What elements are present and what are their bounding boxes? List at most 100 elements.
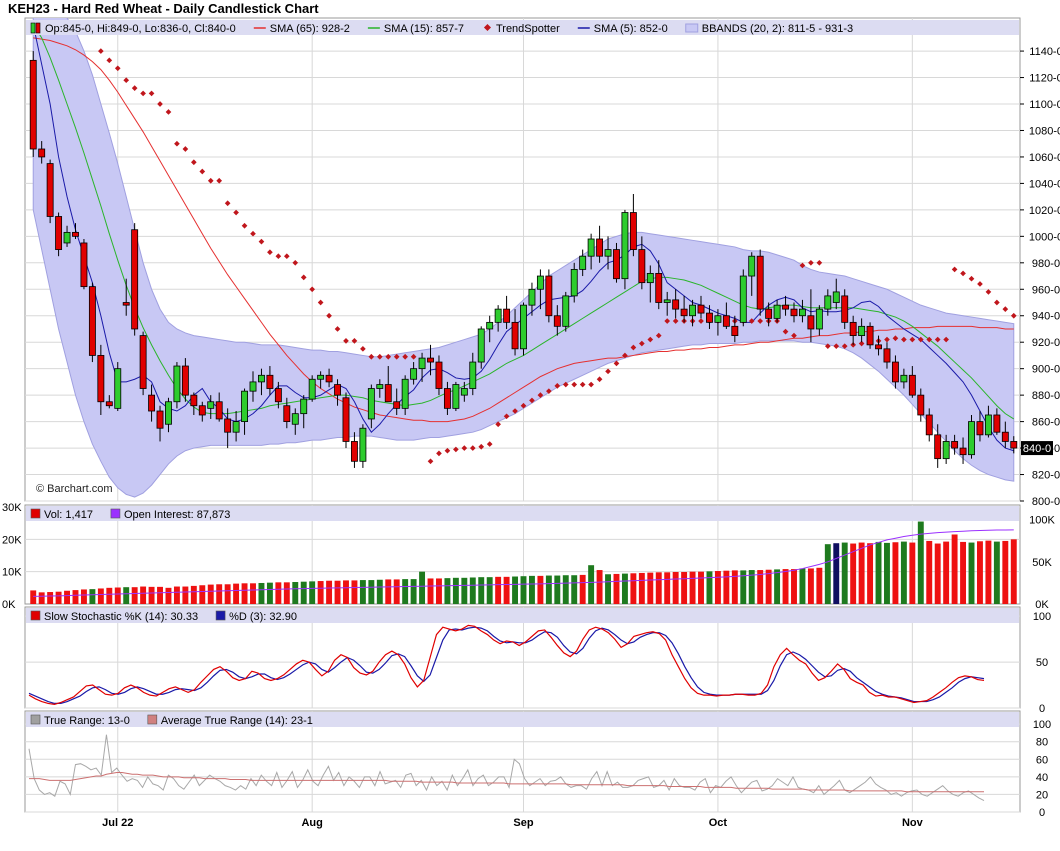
trendspotter-dot — [748, 318, 755, 324]
atr-legend-label: True Range: 13-0 — [44, 715, 130, 727]
volume-bar — [157, 586, 163, 604]
trendspotter-dot — [495, 421, 501, 428]
volume-bar — [359, 580, 366, 604]
candle-body — [638, 249, 646, 284]
candle-body — [875, 344, 882, 350]
candle-body — [325, 374, 333, 383]
volume-bar — [131, 587, 138, 604]
y-tick-label: 800-0 — [1032, 496, 1060, 508]
candle-body — [131, 229, 139, 330]
trendspotter-dot — [157, 101, 163, 107]
trendspotter-dot — [233, 209, 239, 216]
volume-bar — [605, 574, 611, 604]
trendspotter-dot — [791, 332, 797, 339]
volume-bar — [934, 543, 941, 604]
stoch-k-line — [28, 624, 985, 705]
trendspotter-dot — [571, 381, 578, 388]
y-tick-label: 1000-0 — [1029, 231, 1060, 243]
volume-bar — [385, 579, 392, 604]
candle-body — [435, 361, 443, 389]
x-tick-label: Sep — [513, 817, 533, 829]
volume-bar — [250, 583, 256, 604]
volume-bar — [571, 575, 578, 604]
y-tick-label: 940-0 — [1032, 311, 1060, 323]
candle-body — [181, 365, 189, 396]
trendspotter-dot — [326, 312, 332, 319]
stoch-y-tick-label: 0 — [1039, 703, 1045, 715]
volume-bar — [140, 586, 147, 604]
candle-body — [452, 384, 460, 409]
volume-bar — [106, 587, 113, 604]
volume-bar — [909, 542, 916, 604]
trendspotter-dot — [275, 253, 282, 260]
stoch-legend-bar — [26, 608, 1019, 623]
volume-bar — [655, 572, 662, 604]
volume-bar — [807, 568, 814, 604]
volume-bar — [731, 570, 738, 604]
trendspotter-dot — [140, 90, 146, 97]
trendspotter-dot — [901, 336, 907, 343]
trendspotter-dot — [757, 318, 764, 324]
stoch-y-tick-label: 50 — [1036, 657, 1048, 669]
chart-title: KEH23 - Hard Red Wheat - Daily Candlesti… — [8, 1, 319, 16]
volume-bar — [985, 540, 992, 604]
stoch-legend-label: Slow Stochastic %K (14): 30.33 — [44, 611, 198, 623]
volume-bar — [723, 570, 730, 604]
trendspotter-dot — [182, 146, 189, 152]
volume-bar — [951, 534, 958, 604]
price-legend-label: TrendSpotter — [496, 23, 560, 35]
candle-body — [308, 378, 316, 400]
candle-body — [959, 447, 967, 456]
volume-bar — [630, 573, 637, 604]
volume-bar — [266, 582, 273, 604]
candle-body — [714, 315, 722, 323]
axes: Jul 22AugSepOctNovDec800-0820-0840-0860-… — [2, 46, 1060, 829]
trendspotter-dot — [909, 336, 916, 343]
volume-bar — [537, 575, 544, 604]
trendspotter-dot — [884, 336, 890, 343]
trendspotter-dot — [816, 259, 823, 266]
last-price-box — [1021, 441, 1053, 456]
candle-body — [579, 255, 587, 270]
volume-bar — [774, 569, 781, 604]
trendspotter-dot — [165, 109, 172, 115]
trendspotter-dot — [368, 353, 375, 360]
trendspotter-dot — [241, 222, 248, 229]
trendspotter-dot — [376, 353, 383, 360]
trendspotter-dot — [546, 388, 552, 394]
volume-bar — [875, 541, 882, 604]
candle-body — [934, 434, 942, 460]
atr-y-tick-label: 60 — [1036, 754, 1048, 766]
true-range-line — [28, 734, 985, 802]
trendspotter-dot — [478, 443, 485, 450]
candle-body — [706, 312, 713, 323]
candle-body — [731, 325, 739, 336]
volume-bar — [368, 580, 375, 604]
atr-y-tick-label: 0 — [1039, 807, 1045, 819]
y-tick-label: 860-0 — [1032, 417, 1060, 429]
legends: Op:845-0, Hi:849-0, Lo:836-0, Cl:840-0 SM… — [26, 20, 1019, 727]
candle-body — [528, 288, 536, 306]
candle-body — [613, 249, 620, 280]
volume-bar — [97, 588, 104, 604]
candle-body — [427, 357, 434, 363]
volume-bar — [283, 582, 290, 604]
candle-body — [663, 299, 671, 303]
trendspotter-dot — [951, 266, 958, 273]
trendspotter-dot — [385, 353, 392, 360]
candle-body — [562, 295, 570, 327]
trendspotter-dot — [841, 343, 848, 350]
volume-bar — [681, 571, 688, 604]
atr-y-tick-label: 40 — [1036, 772, 1048, 784]
volume-bar — [495, 576, 502, 604]
volume-bar — [1010, 539, 1017, 604]
volume-bar — [224, 584, 231, 604]
trendspotter-dot — [334, 326, 341, 332]
open-interest-line — [33, 529, 1014, 597]
trendspotter-dot — [343, 338, 349, 344]
volume-bar — [977, 541, 983, 604]
candle-body — [984, 414, 992, 436]
trendspotter-dot — [461, 445, 468, 451]
candle-body — [410, 368, 418, 380]
trendspotter-dot — [486, 441, 493, 447]
